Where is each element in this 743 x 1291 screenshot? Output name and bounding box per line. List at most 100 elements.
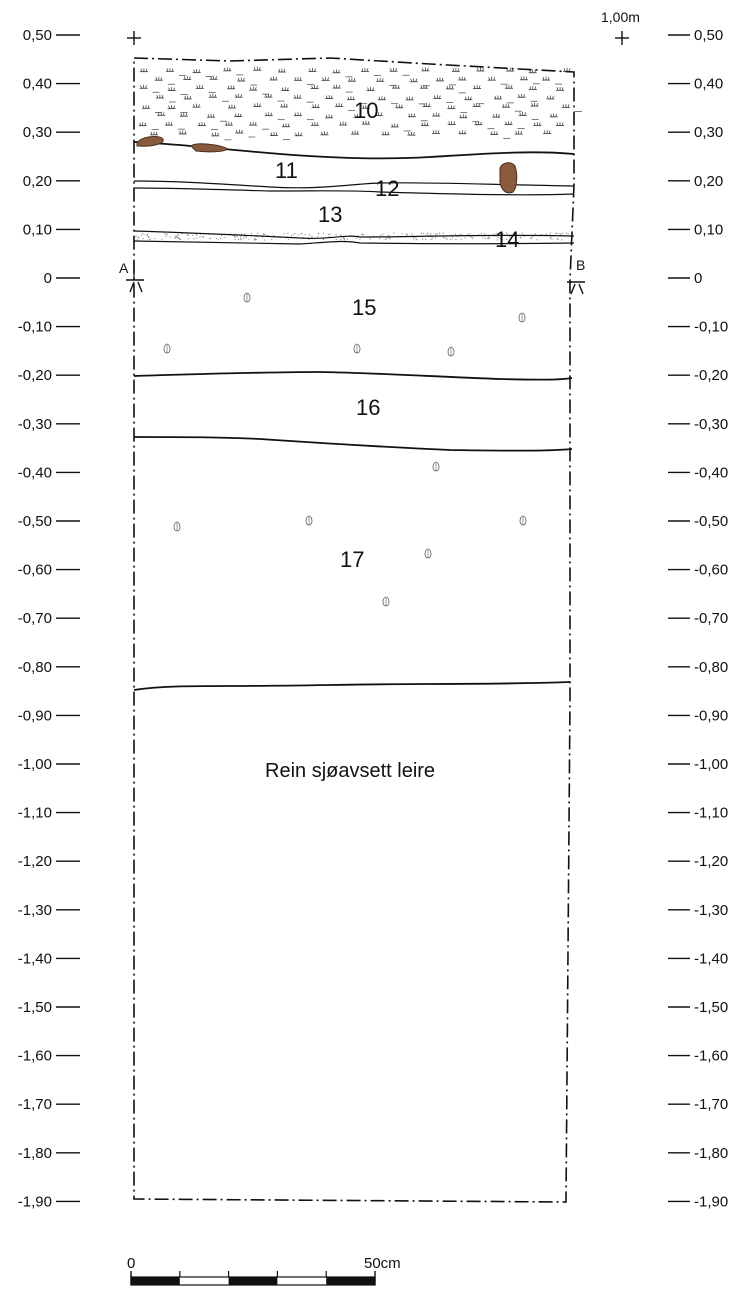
left-axis-tick-label: -1,00 xyxy=(18,756,52,773)
right-crosshair-marker xyxy=(615,31,629,45)
grass-symbol xyxy=(138,122,147,127)
sand-dot xyxy=(195,234,197,236)
right-axis-tick-label: 0 xyxy=(694,270,702,287)
sand-dot xyxy=(233,235,236,237)
grass-symbol xyxy=(277,68,286,73)
right-axis-tick-label: -0,10 xyxy=(694,319,728,336)
grass-symbol xyxy=(227,85,236,90)
grass-symbol xyxy=(197,122,206,126)
left-axis-tick-label: -1,80 xyxy=(18,1145,52,1162)
grass-symbol xyxy=(473,84,482,89)
sand-dot xyxy=(362,234,364,236)
right-axis-tick-label: -0,60 xyxy=(694,562,728,579)
sand-dot xyxy=(169,236,171,238)
grass-symbol xyxy=(321,76,330,81)
layer-label-17: 17 xyxy=(340,547,364,572)
right-axis-tick-label: -1,20 xyxy=(694,853,728,870)
right-axis-tick-label: -1,90 xyxy=(694,1193,728,1210)
scale-end-label: 50cm xyxy=(364,1255,401,1272)
grass-symbol xyxy=(211,132,220,137)
grass-symbol xyxy=(178,130,187,135)
grass-symbol xyxy=(549,113,558,118)
sand-dot xyxy=(196,237,198,239)
sand-dot xyxy=(445,237,447,239)
grass-symbol xyxy=(195,84,204,89)
sand-dot xyxy=(464,237,466,239)
sand-dot xyxy=(261,236,263,238)
sand-dot xyxy=(488,236,490,238)
left-axis-tick-label: -1,20 xyxy=(18,853,52,870)
left-axis-tick-label: 0,50 xyxy=(23,27,52,44)
sand-dot xyxy=(484,233,486,235)
layer-label-15: 15 xyxy=(352,295,376,320)
sand-dot xyxy=(234,236,236,238)
sand-dot xyxy=(549,232,551,234)
sand-dot xyxy=(138,237,140,239)
boundary-13-14-top xyxy=(133,230,575,240)
sand-dot xyxy=(460,238,462,240)
sand-dot xyxy=(346,238,348,240)
sand-dot xyxy=(466,233,469,236)
layer-10-fill-pattern xyxy=(138,66,582,141)
corner-marker-a xyxy=(126,262,144,293)
sand-dot xyxy=(424,238,427,240)
sand-dot xyxy=(434,236,436,238)
sand-dot xyxy=(496,239,498,241)
right-axis-tick-label: -1,80 xyxy=(694,1145,728,1162)
sand-dot xyxy=(243,237,245,239)
grass-symbol xyxy=(294,132,303,137)
grass-symbol xyxy=(518,111,527,116)
sand-dot xyxy=(519,236,521,238)
grass-symbol xyxy=(249,86,258,91)
grass-symbol xyxy=(293,94,302,99)
sand-dot xyxy=(335,234,337,236)
sand-dot xyxy=(328,233,330,235)
left-axis-tick-label: -0,60 xyxy=(18,562,52,579)
grass-symbol xyxy=(207,113,216,118)
sand-dot xyxy=(455,238,457,241)
corner-label-a: A xyxy=(119,260,129,276)
sand-dot xyxy=(557,238,559,240)
sand-dot xyxy=(389,238,391,240)
grass-symbol xyxy=(150,131,159,136)
grass-symbol xyxy=(502,103,511,108)
sand-dot xyxy=(300,233,302,235)
scale-start-label: 0 xyxy=(127,1255,135,1272)
grass-symbol xyxy=(139,84,148,89)
grass-symbol xyxy=(419,84,428,89)
right-axis-tick-label: -0,80 xyxy=(694,659,728,676)
sand-dot xyxy=(166,234,168,236)
grass-symbol xyxy=(164,121,173,126)
sand-dot xyxy=(536,239,538,241)
grass-symbol xyxy=(253,103,262,107)
grass-symbol xyxy=(293,112,302,117)
right-axis-tick-label: -1,00 xyxy=(694,756,728,773)
grass-symbol xyxy=(264,93,273,98)
sand-dot xyxy=(273,234,275,236)
grass-symbol xyxy=(366,87,375,91)
sand-dot xyxy=(177,236,179,239)
sand-dot xyxy=(430,238,432,241)
sand-dot xyxy=(137,239,139,241)
right-axis-tick-label: 0,20 xyxy=(694,173,723,190)
grass-symbol xyxy=(223,67,232,72)
sand-dot xyxy=(174,236,176,238)
sand-dot xyxy=(135,235,137,237)
boundary-16-17 xyxy=(133,436,573,452)
sand-dot xyxy=(550,236,552,238)
grass-symbol xyxy=(351,130,360,135)
sand-dot xyxy=(140,234,142,236)
grass-symbol xyxy=(155,94,164,99)
sand-dot xyxy=(541,234,543,236)
sand-dot xyxy=(164,233,166,235)
sand-dot xyxy=(254,238,256,240)
grass-symbol xyxy=(490,131,499,135)
grass-symbol xyxy=(487,76,496,81)
sand-dot xyxy=(175,235,177,238)
sand-dot xyxy=(508,235,510,238)
sand-dot xyxy=(329,233,331,235)
sand-dot xyxy=(482,237,484,239)
sand-dot xyxy=(143,233,145,235)
grass-symbol xyxy=(447,120,456,125)
sand-dot xyxy=(154,237,156,240)
